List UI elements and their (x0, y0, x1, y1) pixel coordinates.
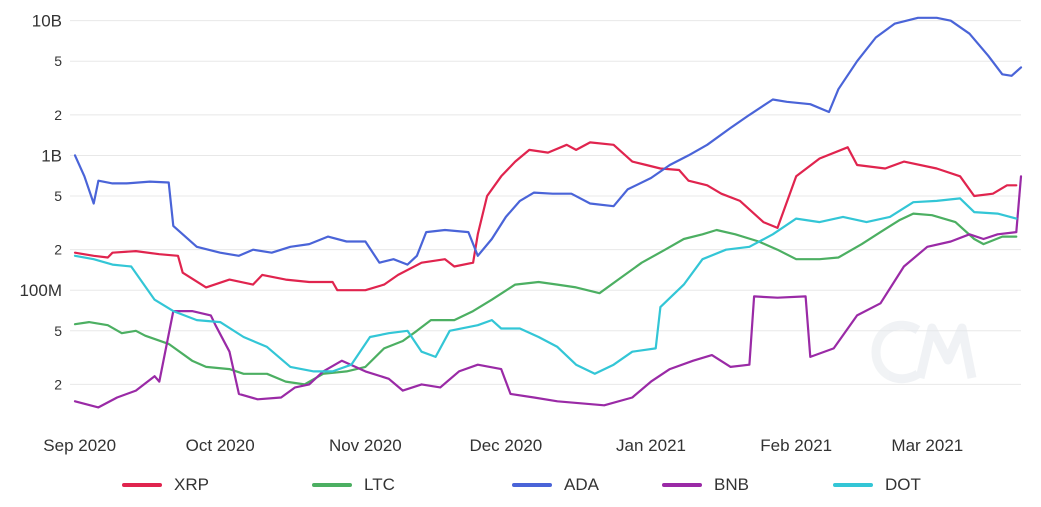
y-tick-label: 1B (41, 146, 62, 165)
x-tick-label: Dec 2020 (469, 436, 542, 455)
legend-item-xrp[interactable]: XRP (122, 470, 209, 500)
series-line-ltc (73, 212, 1018, 386)
legend: XRP LTC ADA BNB DOT (0, 470, 1041, 500)
x-tick-label: Oct 2020 (186, 436, 255, 455)
legend-swatch (662, 483, 702, 487)
series-line-ada (73, 16, 1023, 266)
y-tick-label: 100M (19, 281, 62, 300)
series-line-xrp (73, 141, 1018, 292)
y-tick-label: 2 (54, 242, 62, 258)
y-tick-label: 5 (54, 53, 62, 69)
x-tick-label: Feb 2021 (760, 436, 832, 455)
chart-plot: 2 5 100M 2 5 1B 2 5 10B Sep 2020 Oct 2020 Nov 2020… (19, 12, 1023, 455)
legend-label: LTC (364, 475, 395, 494)
x-tick-label: Sep 2020 (43, 436, 116, 455)
y-tick-label: 10B (32, 12, 62, 31)
legend-swatch (312, 483, 352, 487)
x-tick-label: Mar 2021 (891, 436, 963, 455)
legend-item-ltc[interactable]: LTC (312, 470, 395, 500)
legend-swatch (512, 483, 552, 487)
legend-item-dot[interactable]: DOT (833, 470, 921, 500)
legend-label: XRP (174, 475, 209, 494)
y-axis: 2 5 100M 2 5 1B 2 5 10B (19, 12, 62, 393)
y-tick-label: 2 (54, 107, 62, 123)
gridlines (70, 20, 1021, 385)
legend-swatch (122, 483, 162, 487)
y-tick-label: 2 (54, 376, 62, 392)
legend-label: DOT (885, 475, 921, 494)
legend-label: BNB (714, 475, 749, 494)
y-tick-label: 5 (54, 188, 62, 204)
x-tick-label: Nov 2020 (329, 436, 402, 455)
x-tick-label: Jan 2021 (616, 436, 686, 455)
legend-label: ADA (564, 475, 599, 494)
watermark-logo (871, 320, 977, 384)
series-lines (73, 16, 1023, 409)
legend-swatch (833, 483, 873, 487)
y-tick-label: 5 (54, 323, 62, 339)
x-axis: Sep 2020 Oct 2020 Nov 2020 Dec 2020 Jan 2021… (43, 436, 963, 455)
legend-item-ada[interactable]: ADA (512, 470, 599, 500)
legend-item-bnb[interactable]: BNB (662, 470, 749, 500)
series-line-dot (73, 197, 1018, 375)
